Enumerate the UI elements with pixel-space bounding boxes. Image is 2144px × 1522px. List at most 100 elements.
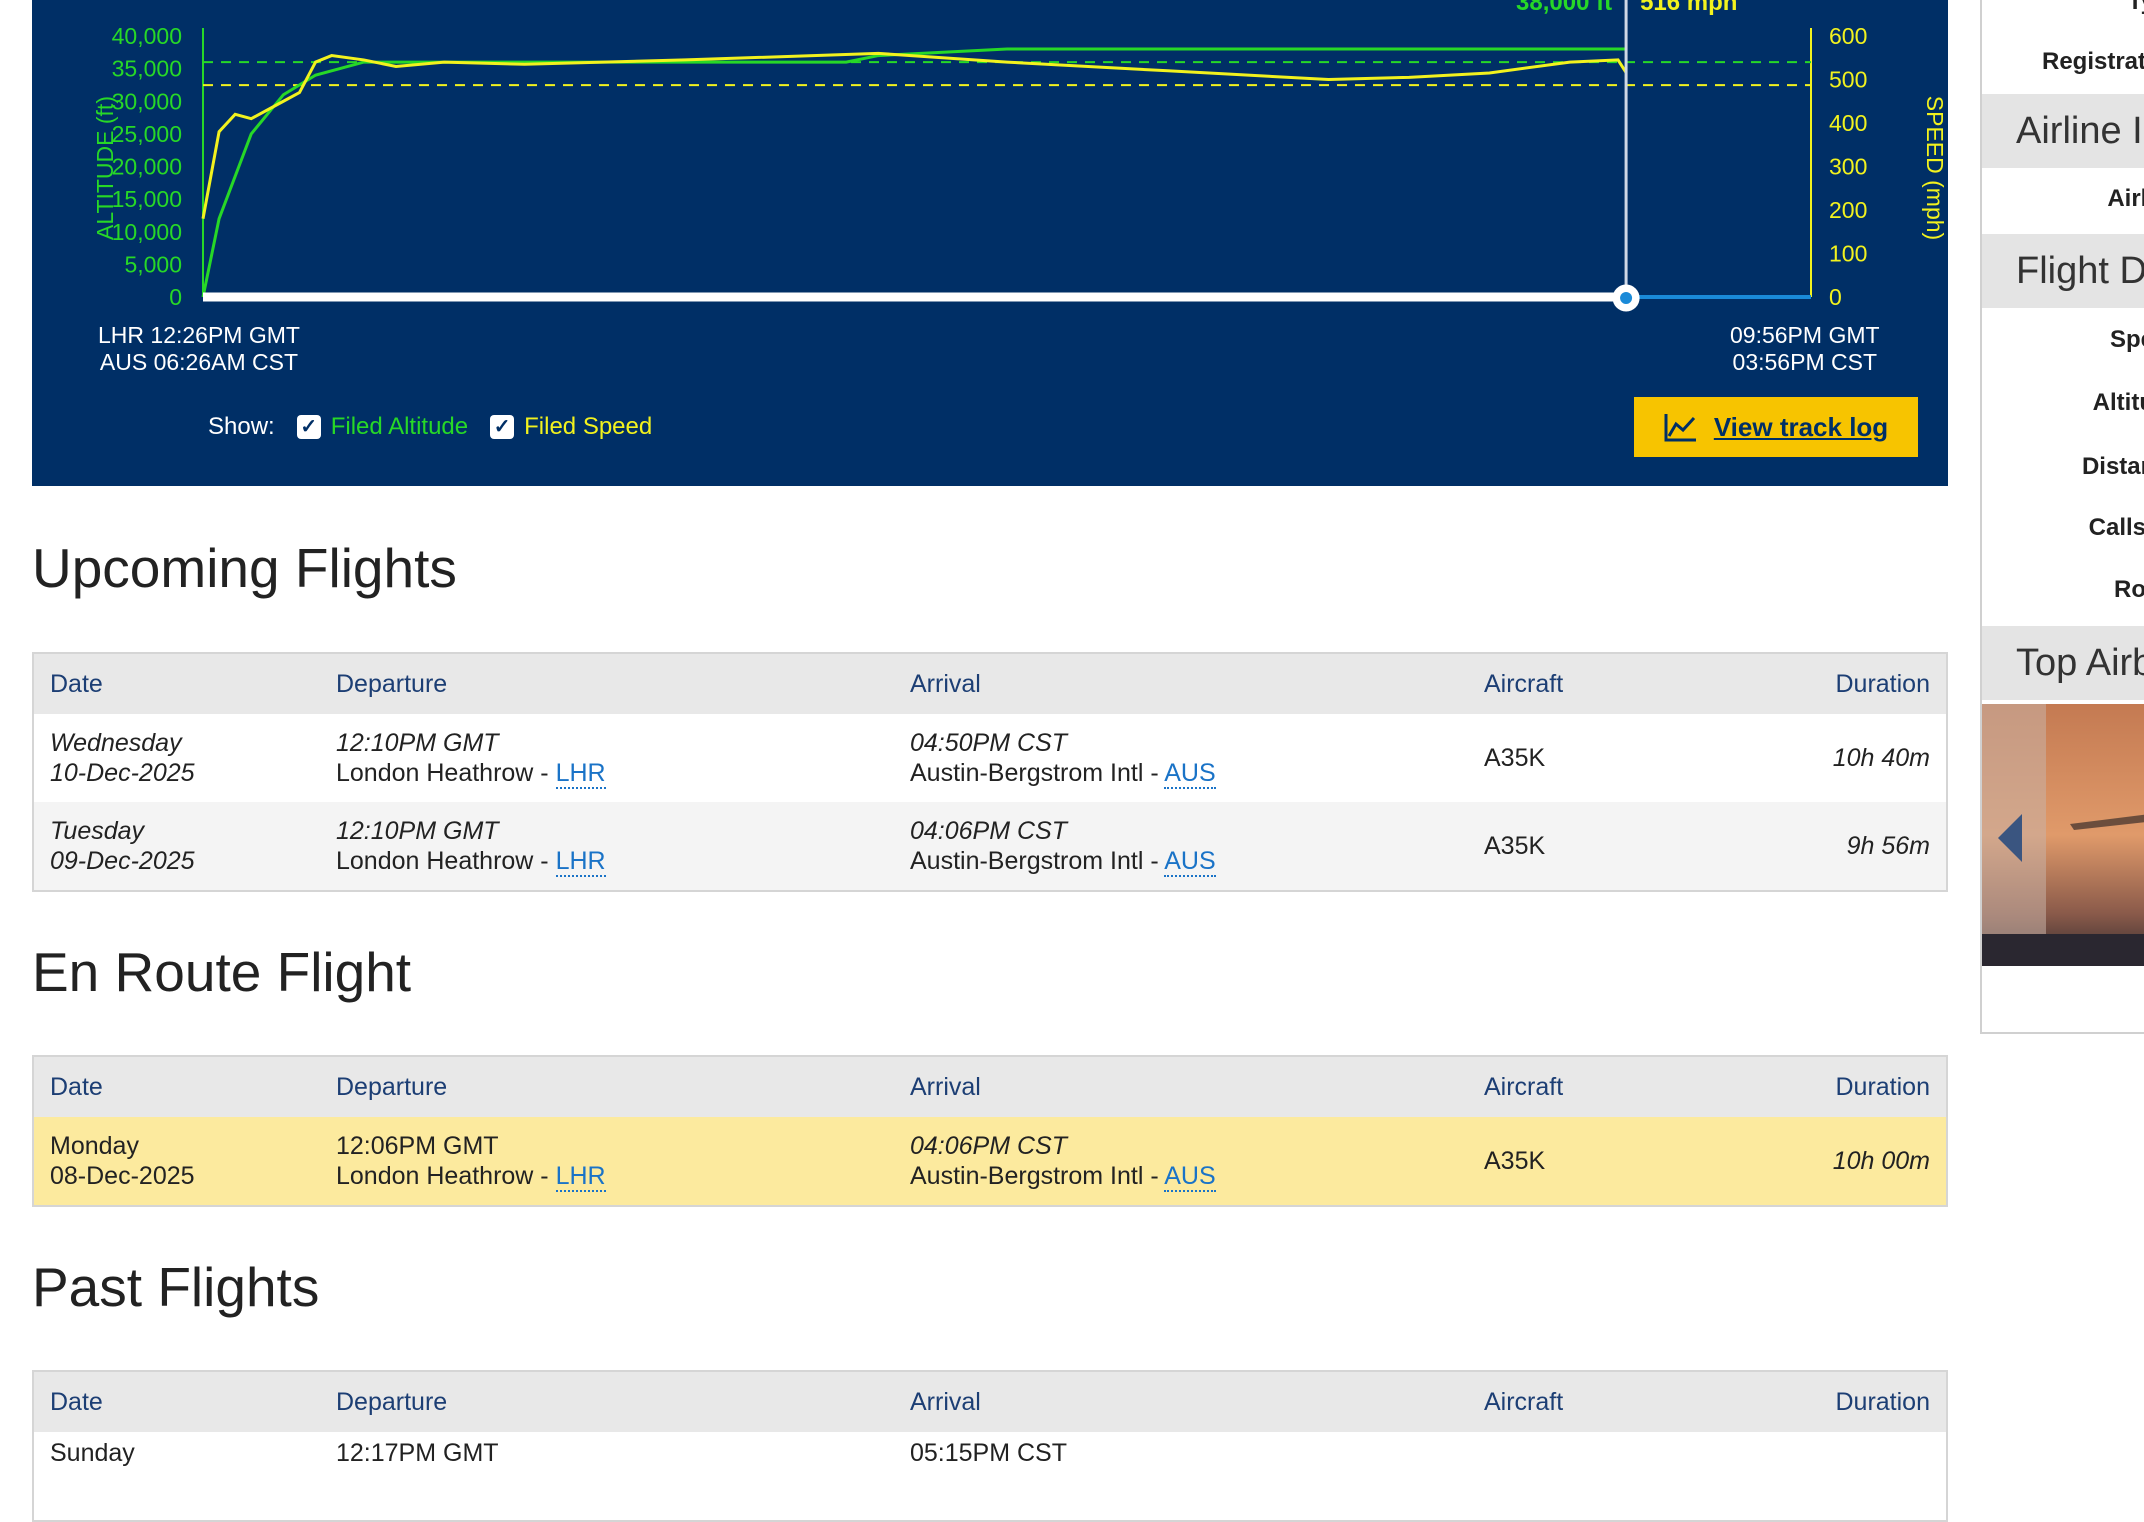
show-label: Show: <box>208 413 275 440</box>
top-airborne-header[interactable]: Top Airb <box>1982 626 2144 700</box>
table-row[interactable]: Tuesday 09-Dec-2025 12:10PM GMT London Hea… <box>33 802 1947 891</box>
altitude-tick-label: 15,000 <box>112 186 182 212</box>
start-time-block: LHR 12:26PM GMT AUS 06:26AM CST <box>98 322 300 376</box>
arrival-cell: 04:50PM CST Austin-Bergstrom Intl - AUS <box>894 714 1468 802</box>
date-cell: Monday 08-Dec-2025 <box>33 1117 320 1206</box>
departure-column-header[interactable]: Departure <box>320 1056 894 1117</box>
duration-column-header[interactable]: Duration <box>1748 1371 1947 1432</box>
speed-tick-label: 300 <box>1829 154 1867 180</box>
current-speed-readout: 516 mph <box>1640 0 1737 16</box>
past-flights-title: Past Flights <box>32 1256 320 1318</box>
speed-tick-label: 500 <box>1829 67 1867 93</box>
line-chart-icon <box>1664 414 1696 442</box>
view-track-log-label: View track log <box>1713 411 1889 442</box>
arrival-cell: 04:06PM CST Austin-Bergstrom Intl - AUS <box>894 1117 1468 1206</box>
table-row[interactable]: Wednesday 10-Dec-2025 12:10PM GMT London H… <box>33 714 1947 802</box>
table-row[interactable]: Sunday 12:17PM GMT 05:15PM CST <box>33 1432 1947 1521</box>
date-column-header[interactable]: Date <box>33 1056 320 1117</box>
upcoming-flights-table: Date Departure Arrival Aircraft Duration… <box>32 652 1948 892</box>
altitude-speed-chart: 40,000 35,000 30,000 25,000 20,000 15,000 10,0… <box>92 0 1948 312</box>
filed-speed-toggle-label: Filed Speed <box>524 413 653 440</box>
arrival-cell: 04:06PM CST Austin-Bergstrom Intl - AUS <box>894 802 1468 891</box>
altitude-tick-label: 10,000 <box>112 219 182 245</box>
route-label: Route <box>2114 576 2144 603</box>
altitude-tick-label: 40,000 <box>112 23 182 49</box>
departure-column-header[interactable]: Departure <box>320 653 894 714</box>
date-column-header[interactable]: Date <box>33 1371 320 1432</box>
filed-altitude-toggle[interactable]: ✓ Filed Altitude <box>296 413 469 441</box>
speed-tick-label: 600 <box>1829 23 1867 49</box>
altitude-tick-label: 25,000 <box>112 121 182 147</box>
origin-airport-link[interactable]: LHR <box>555 759 606 789</box>
aircraft-cell: A35K <box>1468 802 1748 891</box>
departure-cell: 12:10PM GMT London Heathrow - LHR <box>320 714 894 802</box>
aircraft-photo-carousel[interactable] <box>1982 704 2144 966</box>
table-header-row: Date Departure Arrival Aircraft Duration <box>33 653 1947 714</box>
aircraft-cell <box>1468 1432 1748 1521</box>
departure-cell: 12:17PM GMT <box>320 1432 894 1521</box>
destination-airport-link[interactable]: AUS <box>1164 759 1216 789</box>
filed-altitude-toggle-label: Filed Altitude <box>330 413 469 440</box>
departure-cell: 12:06PM GMT London Heathrow - LHR <box>320 1117 894 1206</box>
altitude-tick-label: 30,000 <box>112 88 182 114</box>
callsign-label-row: Callsign <box>1982 514 2144 548</box>
registration-label-row: Registration <box>1982 48 2144 82</box>
arrival-column-header[interactable]: Arrival <box>894 1056 1468 1117</box>
table-row[interactable]: Monday 08-Dec-2025 12:06PM GMT London Heat… <box>33 1117 1947 1206</box>
past-flights-table: Date Departure Arrival Aircraft Duration… <box>32 1370 1948 1522</box>
callsign-label: Callsign <box>2088 514 2144 541</box>
altitude-label-row: Altitude <box>1982 389 2144 423</box>
photo-ground <box>1982 934 2144 966</box>
aircraft-column-header[interactable]: Aircraft <box>1468 1371 1748 1432</box>
aircraft-column-header[interactable]: Aircraft <box>1468 653 1748 714</box>
end-time-block: 09:56PM GMT 03:56PM CST <box>1730 322 1880 376</box>
distance-label: Distance <box>2081 453 2144 480</box>
speed-tick-label: 100 <box>1829 241 1867 267</box>
flight-track-chart: 40,000 35,000 30,000 25,000 20,000 15,000 10,0… <box>32 0 1948 486</box>
type-label-row: Type <box>1982 0 2144 22</box>
speed-label-row: Speed <box>1982 326 2144 360</box>
table-header-row: Date Departure Arrival Aircraft Duration <box>33 1371 1947 1432</box>
end-time-origin: 09:56PM GMT <box>1730 322 1880 348</box>
date-cell: Tuesday 09-Dec-2025 <box>33 802 320 891</box>
speed-tick-label: 200 <box>1829 197 1867 223</box>
registration-label: Registration <box>2041 48 2144 75</box>
destination-airport-link[interactable]: AUS <box>1164 1162 1216 1192</box>
origin-airport-link[interactable]: LHR <box>555 1162 606 1192</box>
destination-airport-link[interactable]: AUS <box>1164 847 1216 877</box>
end-time-destination: 03:56PM CST <box>1732 349 1877 375</box>
checkbox-checked-icon[interactable]: ✓ <box>490 415 515 439</box>
airline-label: Airline <box>2107 185 2144 212</box>
date-cell: Wednesday 10-Dec-2025 <box>33 714 320 802</box>
aircraft-info-sidebar: Type Registration Airline In Airline Fli… <box>1980 0 2144 1034</box>
flight-data-header[interactable]: Flight Da <box>1982 234 2144 308</box>
duration-column-header[interactable]: Duration <box>1748 653 1947 714</box>
arrival-column-header[interactable]: Arrival <box>894 653 1468 714</box>
filed-speed-toggle[interactable]: ✓ Filed Speed <box>490 413 652 441</box>
speed-axis-title: SPEED (mph) <box>1922 96 1948 240</box>
date-column-header[interactable]: Date <box>33 653 320 714</box>
view-track-log-button[interactable]: View track log <box>1634 397 1918 457</box>
altitude-label: Altitude <box>2092 389 2144 416</box>
airline-info-header[interactable]: Airline In <box>1982 94 2144 168</box>
altitude-axis-title: ALTITUDE (ft) <box>92 96 118 240</box>
current-altitude-readout: 38,000 ft <box>1516 0 1612 16</box>
origin-airport-link[interactable]: LHR <box>555 847 606 877</box>
duration-cell: 9h 56m <box>1748 802 1947 891</box>
altitude-tick-label: 35,000 <box>112 56 182 82</box>
en-route-flight-title: En Route Flight <box>32 941 412 1003</box>
departure-column-header[interactable]: Departure <box>320 1371 894 1432</box>
carousel-prev-arrow-icon[interactable] <box>1998 814 2022 862</box>
aircraft-cell: A35K <box>1468 714 1748 802</box>
chart-toggles: Show: ✓ Filed Altitude ✓ Filed Speed <box>208 410 652 444</box>
aircraft-column-header[interactable]: Aircraft <box>1468 1056 1748 1117</box>
aircraft-cell: A35K <box>1468 1117 1748 1206</box>
checkbox-checked-icon[interactable]: ✓ <box>296 415 321 439</box>
arrival-column-header[interactable]: Arrival <box>894 1371 1468 1432</box>
altitude-tick-label: 20,000 <box>112 154 182 180</box>
duration-column-header[interactable]: Duration <box>1748 1056 1947 1117</box>
type-label: Type <box>2127 0 2144 15</box>
airplane-silhouette-icon <box>2070 814 2144 830</box>
route-label-row: Route <box>1982 576 2144 610</box>
date-cell: Sunday <box>33 1432 320 1521</box>
